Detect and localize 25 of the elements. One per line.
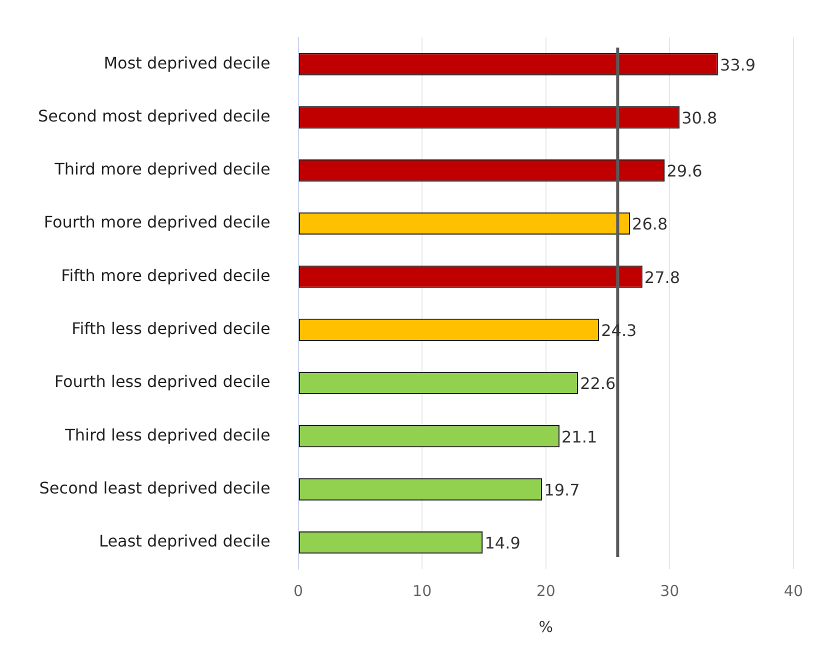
y-tick-label: Second most deprived decile xyxy=(38,106,270,126)
x-tick-label: 10 xyxy=(412,582,432,600)
data-label: 27.8 xyxy=(644,268,680,287)
y-tick-label: Second least deprived decile xyxy=(39,478,270,498)
x-tick-label: 30 xyxy=(660,582,680,600)
x-tick-label: 40 xyxy=(784,582,804,600)
data-label: 33.9 xyxy=(720,55,756,74)
y-tick-label: Fourth more deprived decile xyxy=(44,212,270,232)
data-label: 19.7 xyxy=(544,480,580,500)
y-tick-label: Third less deprived decile xyxy=(64,425,270,444)
y-tick-label: Third more deprived decile xyxy=(54,160,270,179)
data-label: 30.8 xyxy=(682,108,718,128)
y-tick-label: Fifth less deprived decile xyxy=(72,319,270,338)
data-label: 26.8 xyxy=(632,214,668,234)
y-tick-label: Least deprived decile xyxy=(99,532,270,551)
x-tick-label: 0 xyxy=(294,582,304,600)
y-tick-label: Fifth more deprived decile xyxy=(61,266,270,285)
y-tick-label: Most deprived decile xyxy=(104,53,270,72)
data-label: 21.1 xyxy=(561,427,598,446)
x-tick-label: 20 xyxy=(536,582,556,600)
data-label: 29.6 xyxy=(666,162,702,181)
y-tick-label: Fourth less deprived decile xyxy=(54,372,270,392)
data-label: 22.6 xyxy=(580,374,616,394)
x-axis-title: % xyxy=(538,618,554,636)
data-label: 14.9 xyxy=(484,534,520,553)
